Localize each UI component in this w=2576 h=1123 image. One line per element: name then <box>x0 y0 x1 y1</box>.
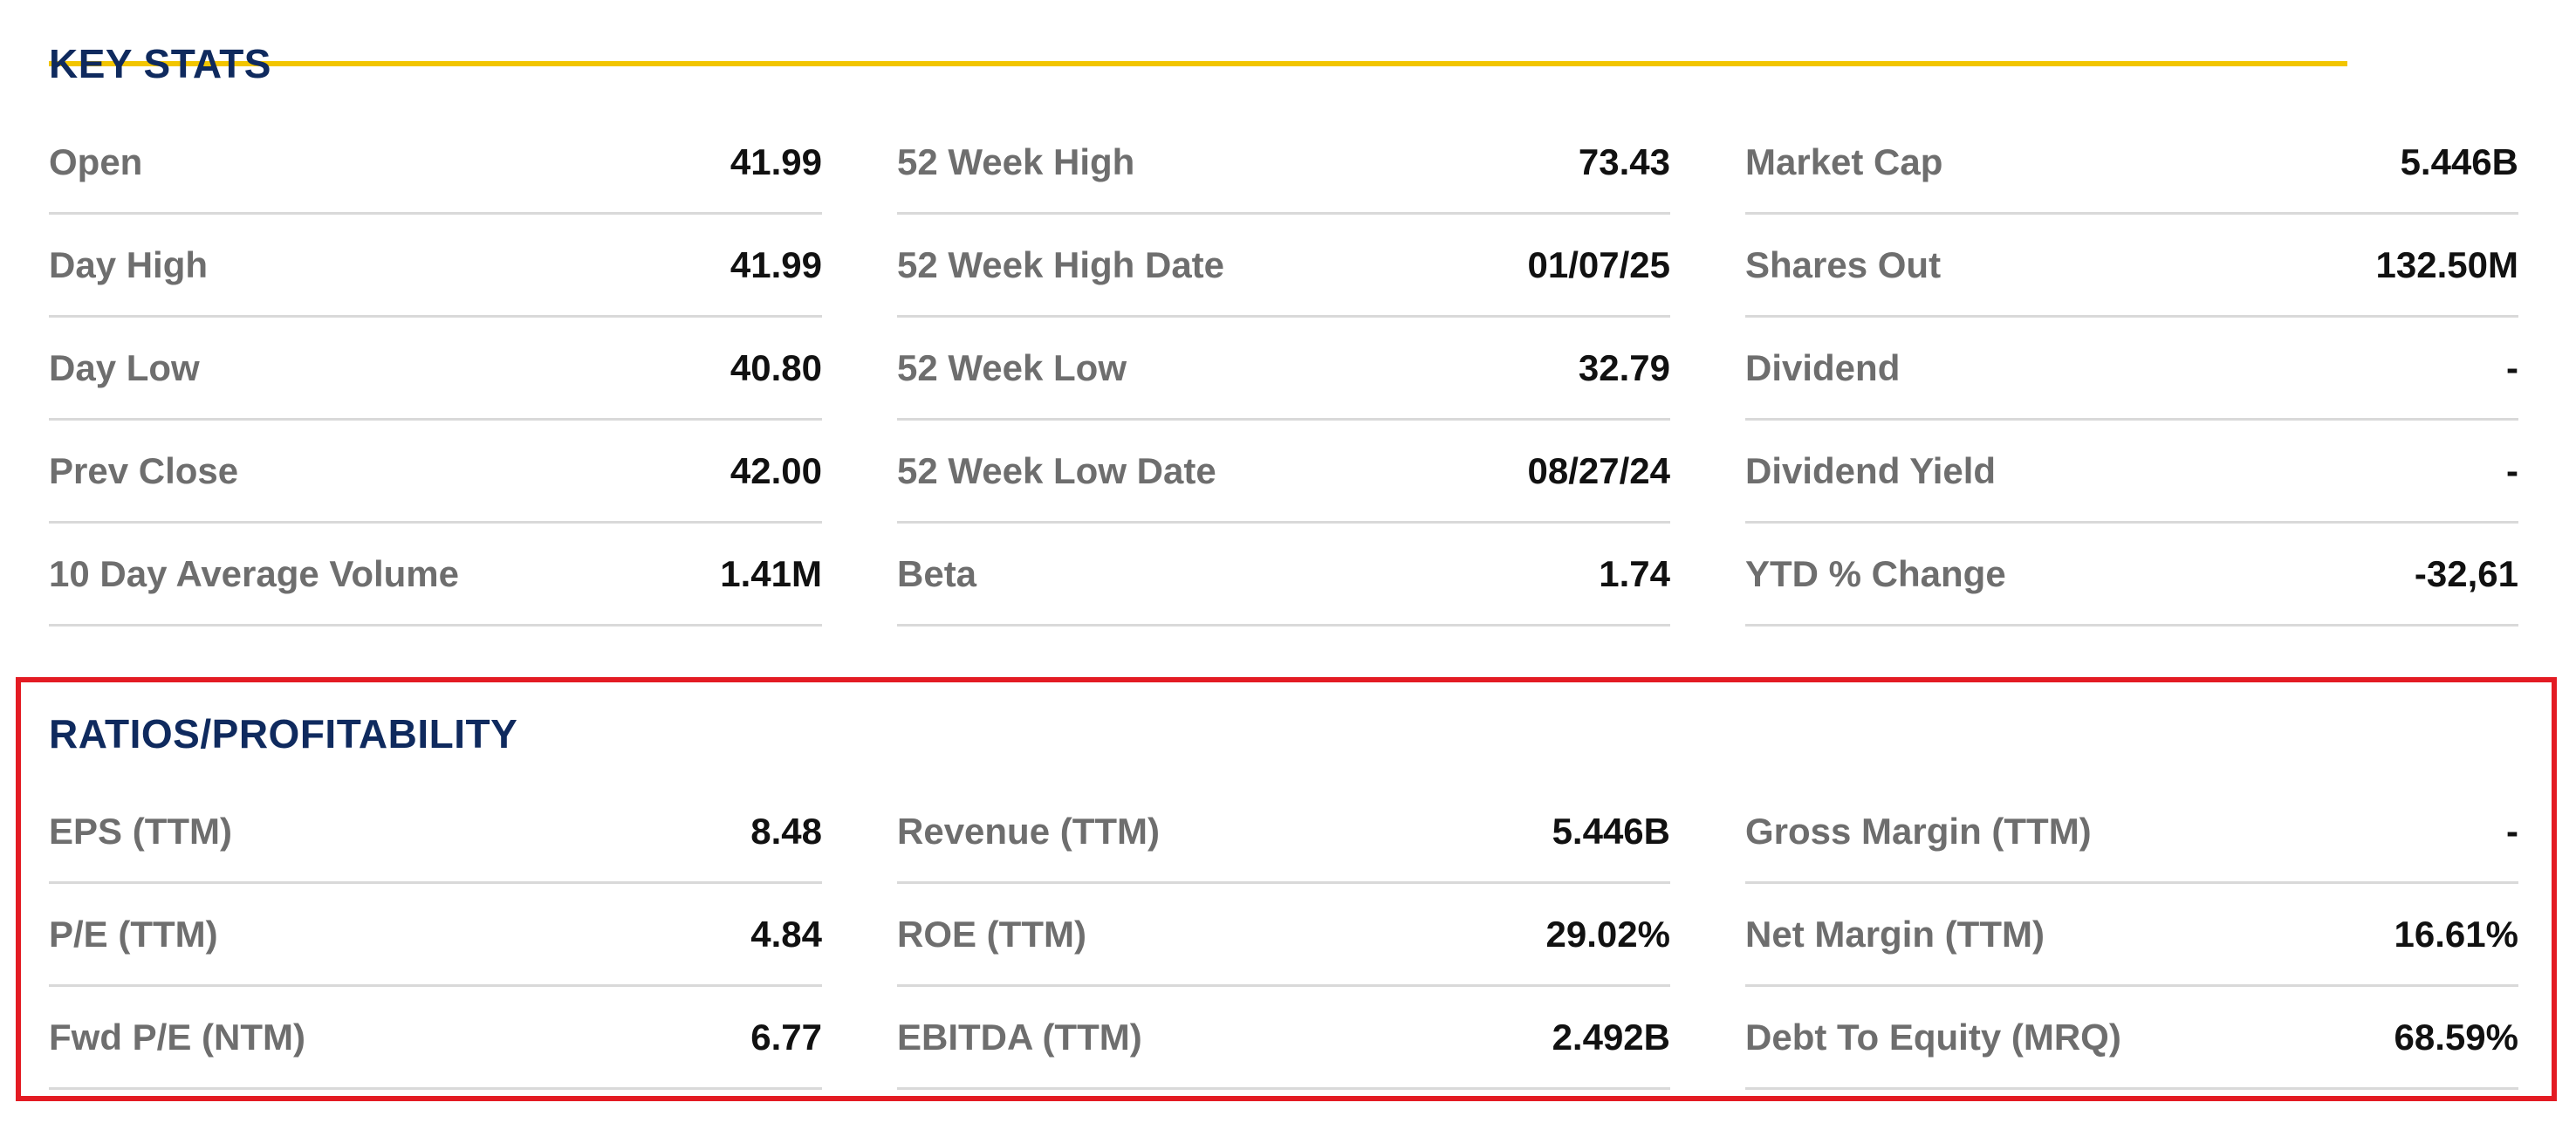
stat-value: 42.00 <box>730 449 822 491</box>
stat-value: - <box>2506 449 2518 491</box>
ratio-row-pe: P/E (TTM) 4.84 <box>49 884 822 987</box>
stat-label: Market Cap <box>1745 140 1943 182</box>
ratio-row-gross-margin: Gross Margin (TTM) - <box>1745 781 2518 884</box>
stat-label: YTD % Change <box>1745 552 2006 594</box>
key-stats-column: Open 41.99 Day High 41.99 Day Low 40.80 … <box>49 112 822 627</box>
ratio-value: 5.446B <box>1552 810 1670 852</box>
stat-label: 52 Week High Date <box>897 243 1225 285</box>
ratios-column: Gross Margin (TTM) - Net Margin (TTM) 16… <box>1745 781 2518 1090</box>
ratio-label: Fwd P/E (NTM) <box>49 1016 305 1058</box>
ratio-label: P/E (TTM) <box>49 913 218 955</box>
stat-row-open: Open 41.99 <box>49 112 822 215</box>
stat-label: Shares Out <box>1745 243 1942 285</box>
ratio-label: Gross Margin (TTM) <box>1745 810 2092 852</box>
stat-row-52wk-low: 52 Week Low 32.79 <box>897 318 1670 421</box>
stat-value: 73.43 <box>1578 140 1670 182</box>
ratios-column: Revenue (TTM) 5.446B ROE (TTM) 29.02% EB… <box>897 781 1670 1090</box>
ratios-title: RATIOS/PROFITABILITY <box>49 711 518 757</box>
stat-row-dividend: Dividend - <box>1745 318 2518 421</box>
ratio-row-net-margin: Net Margin (TTM) 16.61% <box>1745 884 2518 987</box>
stat-value: 1.41M <box>720 552 822 594</box>
stat-value: 5.446B <box>2400 140 2518 182</box>
key-stats-title: KEY STATS <box>49 41 271 86</box>
stat-value: 40.80 <box>730 346 822 388</box>
key-stats-column: 52 Week High 73.43 52 Week High Date 01/… <box>897 112 1670 627</box>
ratio-label: Revenue (TTM) <box>897 810 1161 852</box>
ratios-grid: EPS (TTM) 8.48 P/E (TTM) 4.84 Fwd P/E (N… <box>49 781 2518 1090</box>
stat-label: Prev Close <box>49 449 239 491</box>
ratio-value: 68.59% <box>2394 1016 2518 1058</box>
stat-value: 132.50M <box>2375 243 2518 285</box>
stat-row-avg-volume: 10 Day Average Volume 1.41M <box>49 524 822 627</box>
stat-row-52wk-high: 52 Week High 73.43 <box>897 112 1670 215</box>
stat-label: Beta <box>897 552 977 594</box>
stat-row-beta: Beta 1.74 <box>897 524 1670 627</box>
stat-row-dividend-yield: Dividend Yield - <box>1745 421 2518 524</box>
stat-value: - <box>2506 346 2518 388</box>
ratio-label: EPS (TTM) <box>49 810 232 852</box>
stat-row-52wk-high-date: 52 Week High Date 01/07/25 <box>897 215 1670 318</box>
stat-label: 10 Day Average Volume <box>49 552 459 594</box>
ratio-row-ebitda: EBITDA (TTM) 2.492B <box>897 987 1670 1090</box>
stat-row-prev-close: Prev Close 42.00 <box>49 421 822 524</box>
ratio-row-roe: ROE (TTM) 29.02% <box>897 884 1670 987</box>
stat-label: Day Low <box>49 346 200 388</box>
ratio-label: ROE (TTM) <box>897 913 1086 955</box>
stat-row-52wk-low-date: 52 Week Low Date 08/27/24 <box>897 421 1670 524</box>
stat-value: 01/07/25 <box>1527 243 1671 285</box>
ratio-value: - <box>2506 810 2518 852</box>
stat-value: 08/27/24 <box>1527 449 1671 491</box>
ratios-column: EPS (TTM) 8.48 P/E (TTM) 4.84 Fwd P/E (N… <box>49 781 822 1090</box>
stat-label: 52 Week Low <box>897 346 1127 388</box>
key-stats-column: Market Cap 5.446B Shares Out 132.50M Div… <box>1745 112 2518 627</box>
ratio-row-debt-to-equity: Debt To Equity (MRQ) 68.59% <box>1745 987 2518 1090</box>
ratio-label: Net Margin (TTM) <box>1745 913 2045 955</box>
stat-label: Day High <box>49 243 209 285</box>
ratio-value: 4.84 <box>750 913 822 955</box>
ratio-row-eps: EPS (TTM) 8.48 <box>49 781 822 884</box>
ratio-label: EBITDA (TTM) <box>897 1016 1142 1058</box>
stat-value: -32,61 <box>2414 552 2518 594</box>
ratio-value: 16.61% <box>2394 913 2518 955</box>
stat-value: 1.74 <box>1599 552 1670 594</box>
stat-row-market-cap: Market Cap 5.446B <box>1745 112 2518 215</box>
stat-label: Dividend Yield <box>1745 449 1997 491</box>
stat-label: 52 Week High <box>897 140 1135 182</box>
ratio-row-revenue: Revenue (TTM) 5.446B <box>897 781 1670 884</box>
stat-value: 32.79 <box>1578 346 1670 388</box>
ratio-value: 6.77 <box>750 1016 822 1058</box>
ratio-value: 2.492B <box>1552 1016 1670 1058</box>
stat-label: Dividend <box>1745 346 1901 388</box>
stat-row-day-low: Day Low 40.80 <box>49 318 822 421</box>
stat-value: 41.99 <box>730 140 822 182</box>
ratio-row-fwd-pe: Fwd P/E (NTM) 6.77 <box>49 987 822 1090</box>
key-stats-grid: Open 41.99 Day High 41.99 Day Low 40.80 … <box>49 112 2518 627</box>
ratio-value: 8.48 <box>750 810 822 852</box>
stat-row-shares-out: Shares Out 132.50M <box>1745 215 2518 318</box>
stat-value: 41.99 <box>730 243 822 285</box>
stat-label: Open <box>49 140 143 182</box>
stat-row-day-high: Day High 41.99 <box>49 215 822 318</box>
stat-label: 52 Week Low Date <box>897 449 1216 491</box>
ratio-value: 29.02% <box>1545 913 1670 955</box>
stat-row-ytd-change: YTD % Change -32,61 <box>1745 524 2518 627</box>
ratio-label: Debt To Equity (MRQ) <box>1745 1016 2121 1058</box>
key-stats-title-underline <box>49 61 2347 66</box>
